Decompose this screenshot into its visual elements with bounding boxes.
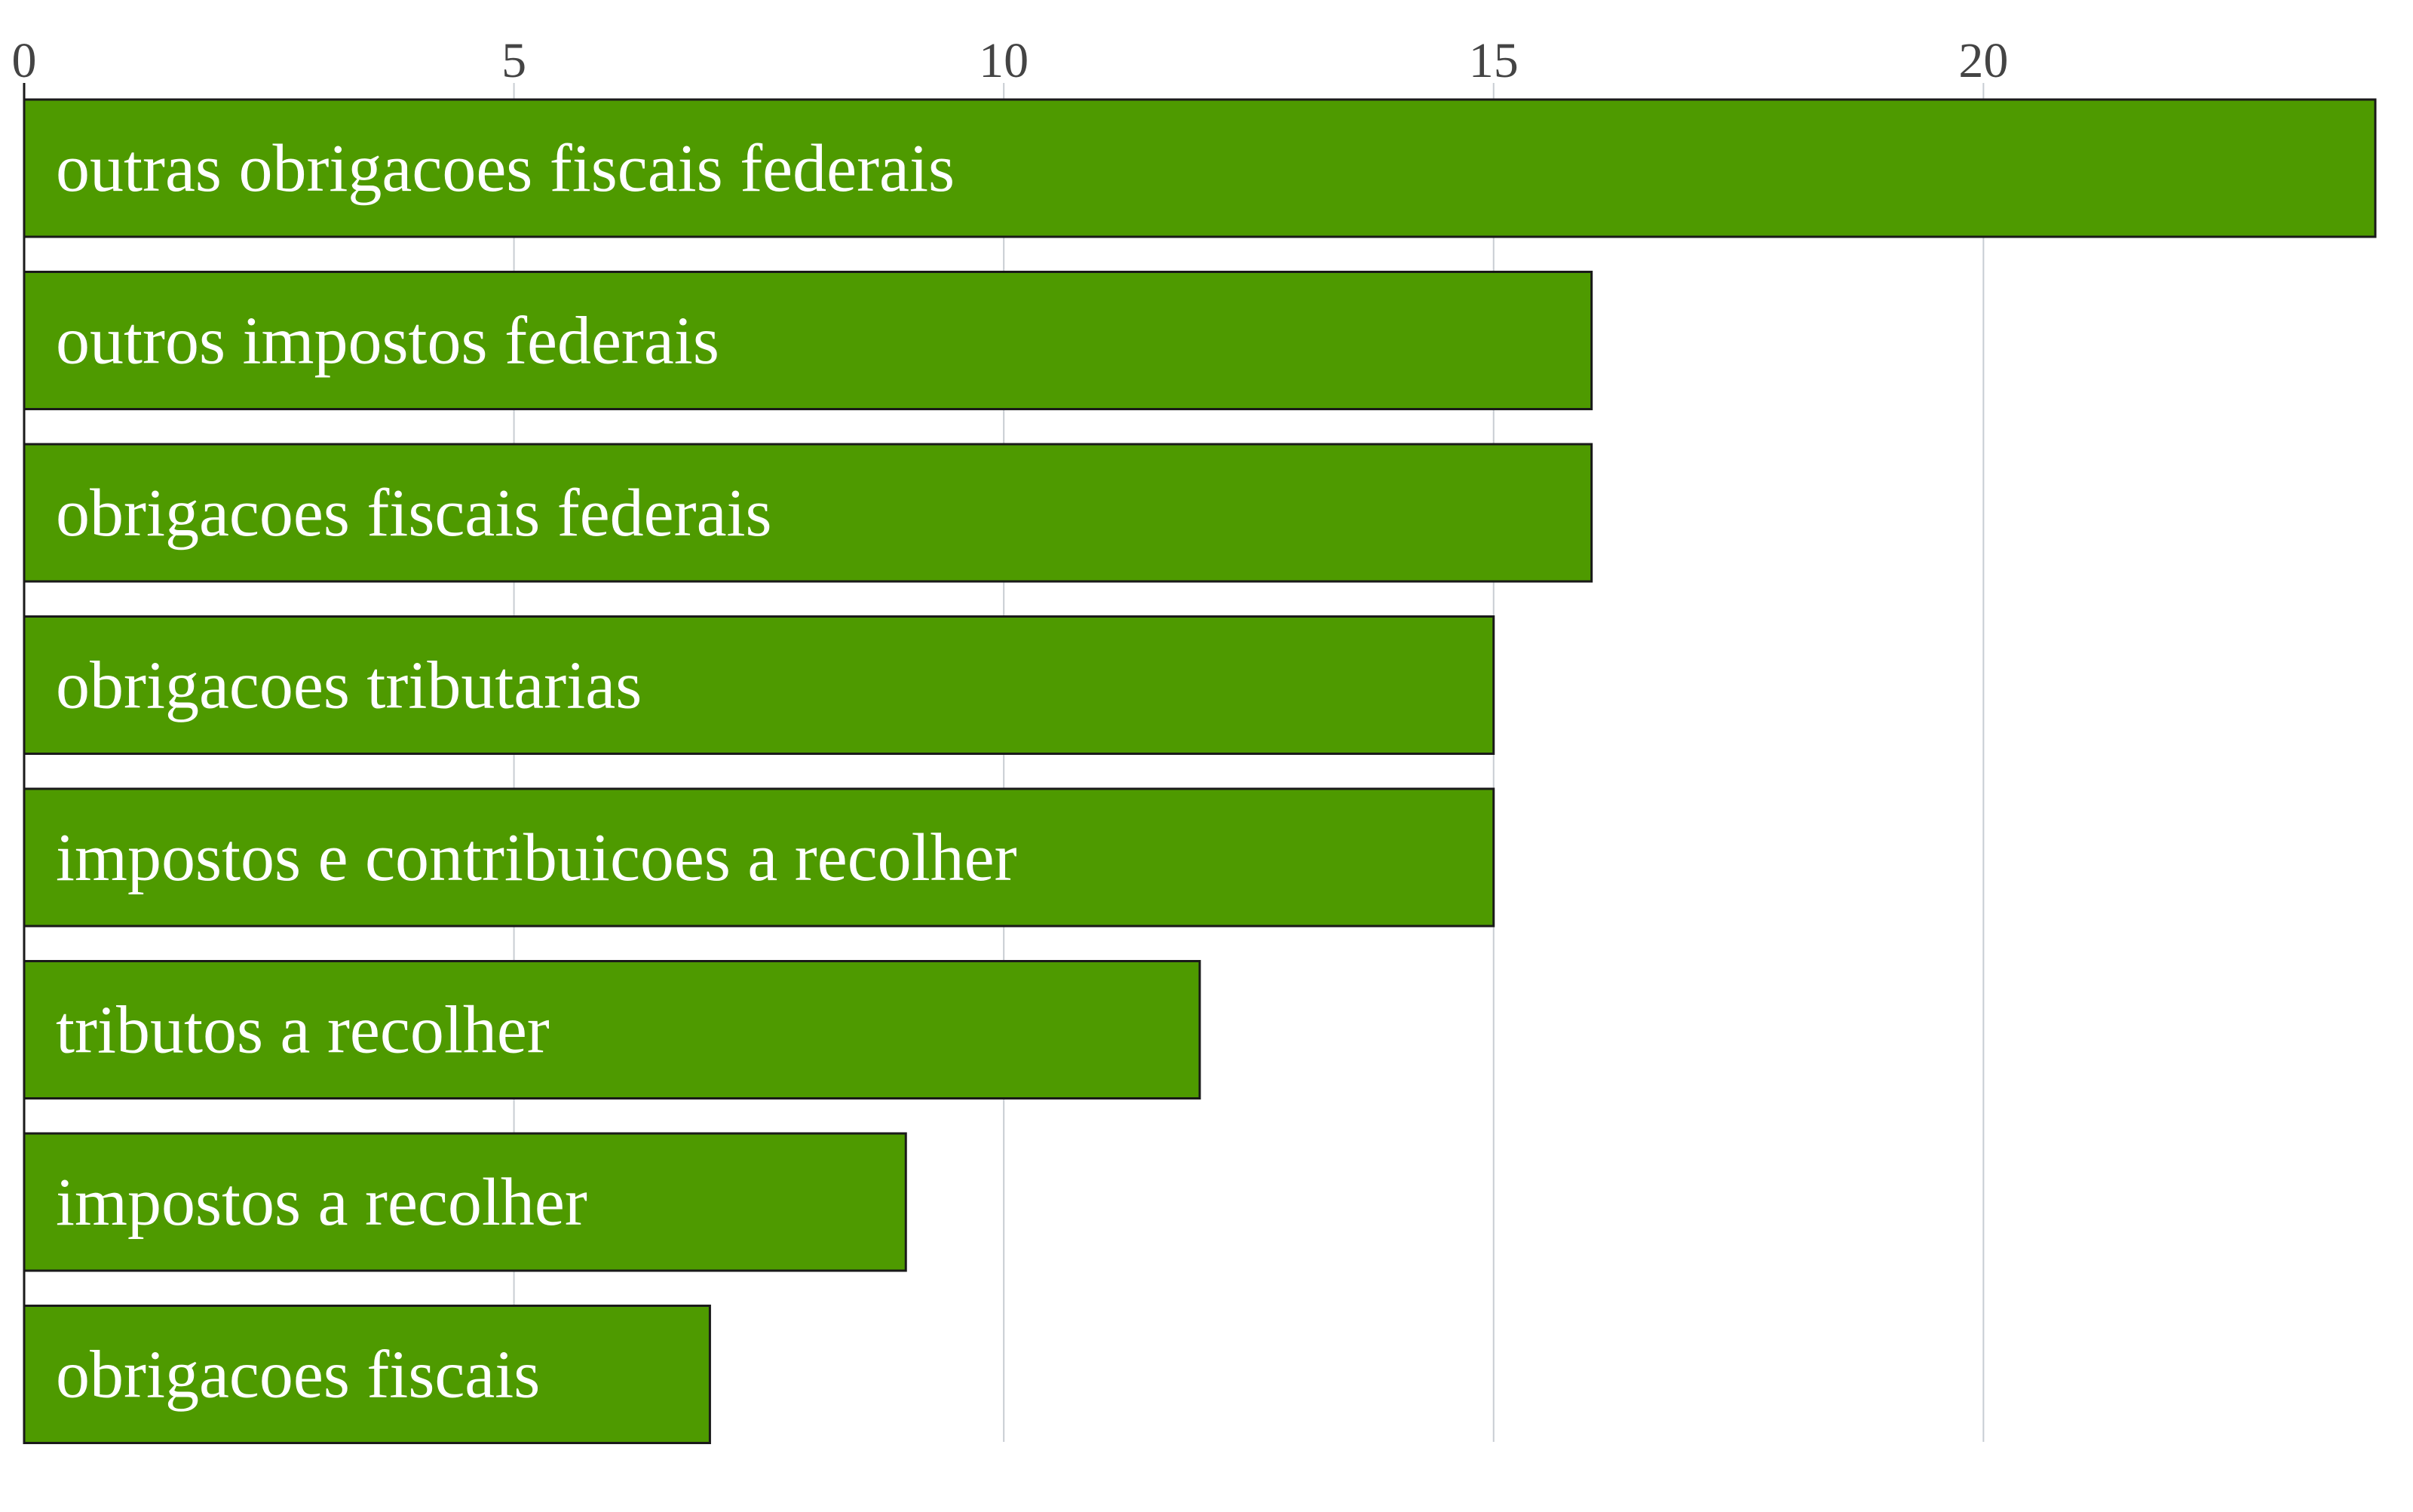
bar [23, 615, 1495, 755]
bar [23, 98, 2377, 238]
bar-label: impostos e contribuicoes a recolher [56, 820, 1017, 895]
bar-label: obrigacoes fiscais [56, 1338, 540, 1412]
bar-label: tributos a recolher [56, 993, 550, 1068]
bar-labels: outras obrigacoes fiscais federais outros… [56, 131, 1017, 1412]
bar-label: obrigacoes fiscais federais [56, 476, 772, 551]
x-tick-label: 10 [979, 33, 1029, 88]
bar-label: outras obrigacoes fiscais federais [56, 131, 955, 206]
bar [23, 1305, 711, 1444]
x-tick-label: 5 [501, 33, 526, 88]
bar [23, 443, 1593, 583]
x-tick-label: 0 [12, 33, 37, 88]
bar [23, 271, 1593, 410]
bar-label: outros impostos federais [56, 304, 719, 379]
bar-label: impostos a recolher [56, 1165, 587, 1240]
bar-label: obrigacoes tributarias [56, 649, 642, 723]
x-tick-label: 20 [1958, 33, 2008, 88]
bars [23, 98, 2377, 1444]
bar [23, 1132, 907, 1272]
x-axis-ticks: 0 5 10 15 20 [12, 33, 2009, 88]
x-tick-label: 15 [1469, 33, 1519, 88]
